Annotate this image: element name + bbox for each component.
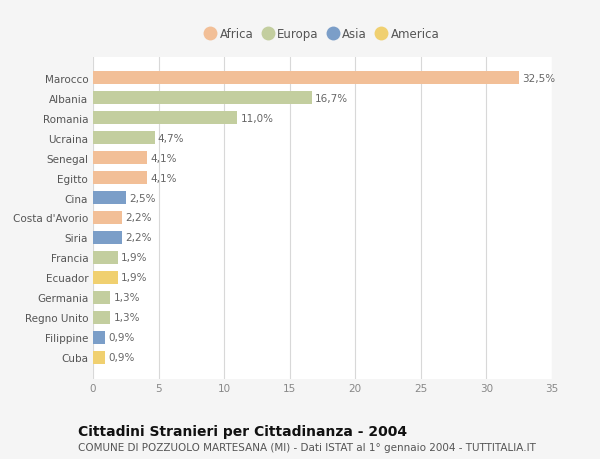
Bar — [93, 172, 147, 185]
Bar — [93, 231, 122, 245]
Text: Cittadini Stranieri per Cittadinanza - 2004: Cittadini Stranieri per Cittadinanza - 2… — [78, 425, 407, 438]
Bar — [93, 191, 126, 205]
Text: 1,3%: 1,3% — [113, 313, 140, 323]
Text: 4,7%: 4,7% — [158, 133, 184, 143]
Bar — [93, 152, 147, 165]
Text: 2,5%: 2,5% — [129, 193, 155, 203]
Bar — [93, 112, 237, 125]
Bar — [93, 92, 312, 105]
Text: 2,2%: 2,2% — [125, 233, 152, 243]
Text: 1,9%: 1,9% — [121, 273, 148, 283]
Bar — [93, 291, 110, 304]
Text: 4,1%: 4,1% — [150, 153, 176, 163]
Bar — [93, 212, 122, 224]
Bar — [93, 72, 519, 85]
Bar — [93, 331, 105, 344]
Bar — [93, 351, 105, 364]
Text: 32,5%: 32,5% — [523, 73, 556, 84]
Legend: Africa, Europa, Asia, America: Africa, Europa, Asia, America — [202, 25, 443, 45]
Bar — [93, 132, 155, 145]
Bar — [93, 311, 110, 324]
Text: 2,2%: 2,2% — [125, 213, 152, 223]
Text: 11,0%: 11,0% — [241, 113, 274, 123]
Bar — [93, 271, 118, 284]
Text: 4,1%: 4,1% — [150, 173, 176, 183]
Text: COMUNE DI POZZUOLO MARTESANA (MI) - Dati ISTAT al 1° gennaio 2004 - TUTTITALIA.I: COMUNE DI POZZUOLO MARTESANA (MI) - Dati… — [78, 442, 536, 452]
Text: 1,3%: 1,3% — [113, 293, 140, 303]
Text: 0,9%: 0,9% — [108, 333, 134, 342]
Text: 1,9%: 1,9% — [121, 253, 148, 263]
Text: 16,7%: 16,7% — [315, 94, 349, 103]
Text: 0,9%: 0,9% — [108, 353, 134, 363]
Bar — [93, 252, 118, 264]
